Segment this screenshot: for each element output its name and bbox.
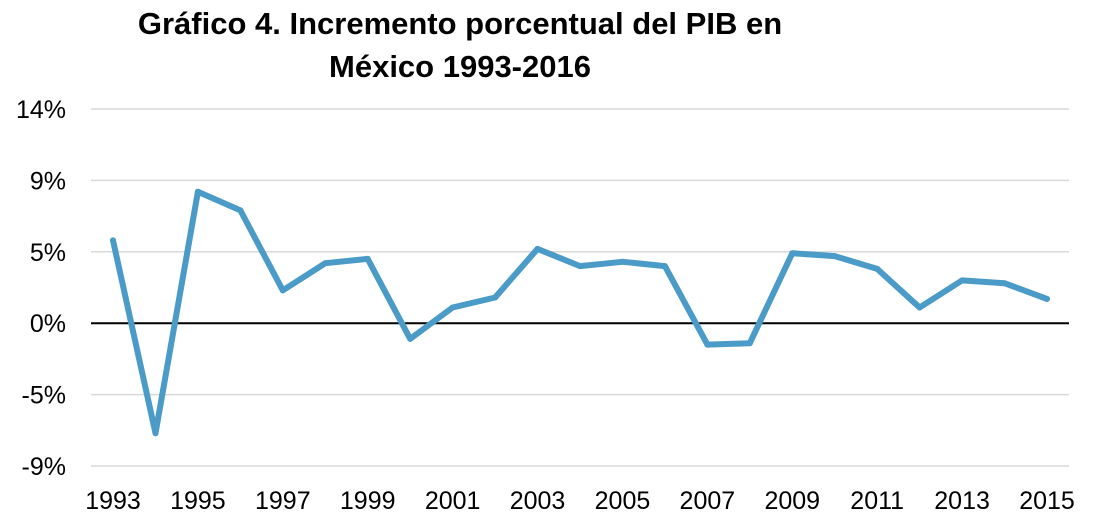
series-line: [110, 188, 1050, 437]
data-point: [152, 430, 159, 437]
data-point: [110, 237, 116, 244]
data-point: [874, 265, 881, 272]
x-tick-label: 2013: [934, 487, 990, 515]
data-point: [492, 294, 499, 301]
y-axis-tick-labels: -9% -5% 0% 5% 9% 14%: [16, 96, 66, 481]
y-tick-label: 0%: [30, 310, 66, 338]
x-tick-label: 1999: [340, 487, 396, 515]
data-point: [279, 287, 286, 294]
series-layer: [110, 188, 1050, 437]
y-tick-label: 14%: [16, 96, 66, 124]
data-point: [661, 263, 668, 270]
y-tick-label: 9%: [30, 167, 66, 195]
data-point: [831, 253, 838, 260]
x-tick-label: 2003: [510, 487, 566, 515]
chart-title-line-1: Gráfico 4. Incremento porcentual del PIB…: [137, 6, 783, 41]
data-point: [704, 341, 711, 348]
y-tick-label: 5%: [30, 239, 66, 267]
x-tick-label: 2007: [680, 487, 736, 515]
data-point: [364, 255, 371, 262]
x-tick-label: 2015: [1019, 487, 1075, 515]
data-point: [789, 250, 796, 257]
x-tick-label: 2011: [850, 487, 904, 515]
data-point: [237, 207, 244, 214]
y-tick-label: -9%: [22, 453, 66, 481]
x-tick-label: 1995: [170, 487, 226, 515]
data-point: [746, 340, 753, 347]
data-point: [916, 304, 923, 311]
data-point: [959, 277, 966, 284]
data-point: [322, 260, 329, 267]
x-axis-tick-labels: 1993 1995 1997 1999 2001 2003 2005 2007 2009 2011…: [85, 487, 1075, 515]
x-tick-label: 2005: [595, 487, 651, 515]
chart-title-line-2: México 1993-2016: [329, 49, 591, 84]
x-tick-label: 2001: [425, 487, 481, 515]
x-tick-label: 1997: [255, 487, 311, 515]
data-point: [619, 258, 626, 265]
data-point: [534, 245, 541, 252]
data-point: [1001, 280, 1008, 287]
data-point: [577, 263, 583, 270]
y-tick-label: -5%: [22, 382, 66, 410]
x-tick-label: 1993: [85, 487, 141, 515]
gridlines: [91, 108, 1069, 467]
data-point: [1044, 295, 1050, 302]
x-tick-label: 2009: [764, 487, 820, 515]
data-point: [194, 188, 201, 195]
chart-title: Gráfico 4. Incremento porcentual del PIB…: [0, 2, 920, 88]
data-point: [449, 304, 456, 311]
data-point: [407, 335, 414, 342]
